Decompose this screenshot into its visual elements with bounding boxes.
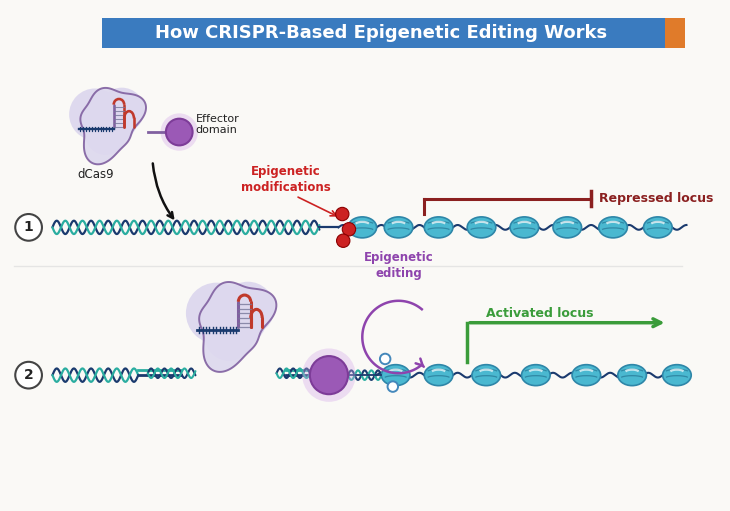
Circle shape [221,282,274,335]
Ellipse shape [348,217,377,238]
Ellipse shape [599,225,627,234]
Ellipse shape [424,225,453,234]
Ellipse shape [348,225,377,234]
Circle shape [342,223,356,236]
Bar [666,17,685,48]
Ellipse shape [553,225,582,234]
Circle shape [85,114,126,155]
Ellipse shape [510,225,539,234]
Circle shape [337,234,350,247]
Text: Effector
domain: Effector domain [196,113,239,135]
Ellipse shape [384,217,413,238]
Circle shape [205,313,253,361]
Circle shape [99,88,145,133]
Ellipse shape [618,373,646,381]
Text: 1: 1 [24,220,34,235]
Ellipse shape [467,225,496,234]
Circle shape [388,381,398,392]
Ellipse shape [572,373,601,381]
Ellipse shape [424,365,453,386]
Circle shape [69,88,121,141]
Ellipse shape [472,365,501,386]
Text: Epigenetic
editing: Epigenetic editing [364,251,434,280]
Ellipse shape [381,373,410,381]
Circle shape [186,283,247,344]
Circle shape [336,207,349,221]
Ellipse shape [521,365,550,386]
Polygon shape [80,88,146,165]
Ellipse shape [572,365,601,386]
Ellipse shape [510,217,539,238]
Ellipse shape [553,217,582,238]
Circle shape [166,119,193,146]
Text: Epigenetic
modifications: Epigenetic modifications [241,165,331,194]
Circle shape [89,94,138,143]
Circle shape [161,113,198,151]
Ellipse shape [663,373,691,381]
Ellipse shape [663,365,691,386]
Circle shape [302,349,356,402]
Text: Activated locus: Activated locus [486,307,593,320]
Circle shape [380,354,391,364]
Circle shape [210,289,267,346]
Ellipse shape [472,373,501,381]
Ellipse shape [644,217,672,238]
Ellipse shape [521,373,550,381]
Circle shape [15,214,42,241]
Text: 2: 2 [24,368,34,382]
Circle shape [15,362,42,388]
Text: How CRISPR-Based Epigenetic Editing Works: How CRISPR-Based Epigenetic Editing Work… [155,24,607,42]
Ellipse shape [424,217,453,238]
Ellipse shape [381,365,410,386]
Text: Repressed locus: Repressed locus [599,192,713,205]
Text: dCas9: dCas9 [77,168,114,181]
Ellipse shape [467,217,496,238]
Circle shape [310,356,348,394]
Bar [102,17,666,48]
Ellipse shape [618,365,646,386]
Ellipse shape [644,225,672,234]
Ellipse shape [599,217,627,238]
Polygon shape [199,282,277,372]
Ellipse shape [384,225,413,234]
Ellipse shape [424,373,453,381]
